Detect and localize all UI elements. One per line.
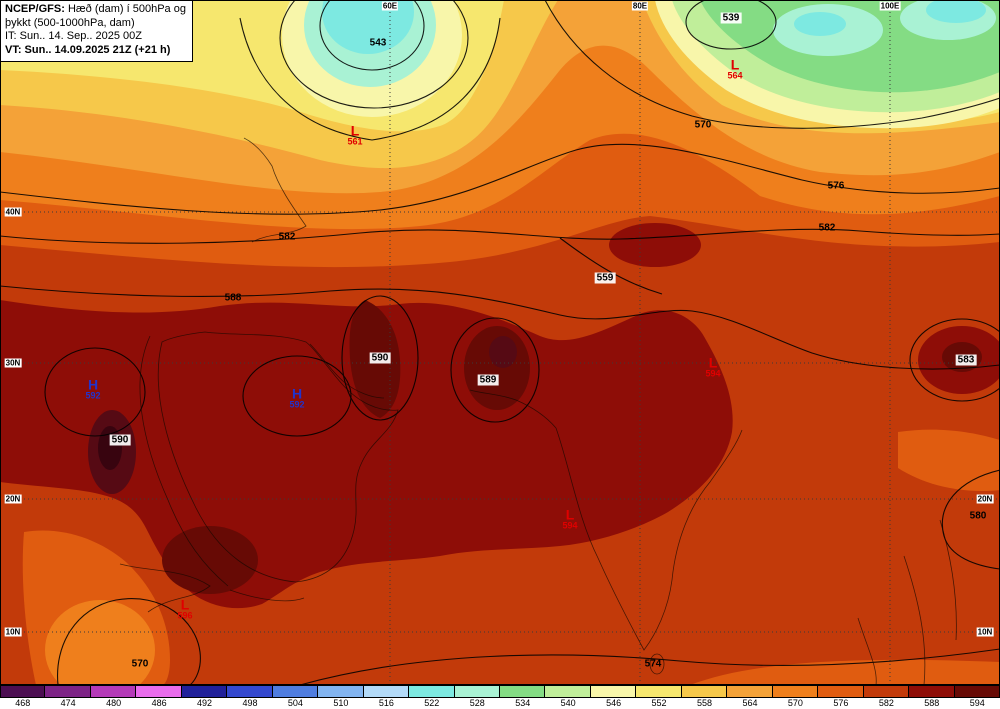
colorbar-value: 516 [378,698,394,708]
colorbar-value: 546 [606,698,622,708]
colorbar-cell: 564 [726,685,773,708]
colorbar-value: 480 [106,698,122,708]
colorbar-cell: 546 [589,685,637,708]
colorbar-value: 564 [742,698,758,708]
init-time: IT: Sun.. 14. Sep.. 2025 00Z [5,30,142,43]
colorbar-value: 498 [242,698,258,708]
colorbar-value: 558 [697,698,713,708]
thickness-fill-layers [0,0,1000,685]
colorbar-swatch [908,685,955,698]
colorbar-cell: 582 [862,685,910,708]
colorbar-cell: 558 [680,685,728,708]
colorbar-swatch [271,685,319,698]
colorbar-cell: 480 [89,685,137,708]
colorbar-cell: 504 [271,685,319,708]
colorbar-cell: 510 [317,685,364,708]
colorbar-swatch [362,685,410,698]
colorbar-value: 486 [151,698,167,708]
model-name: NCEP/GFS: [5,3,65,15]
colorbar-cell: 486 [135,685,182,708]
colorbar-swatch [544,685,591,698]
colorbar-value: 528 [469,698,485,708]
graticule [0,0,1000,685]
colorbar-value: 576 [833,698,849,708]
colorbar-cell: 552 [635,685,682,708]
colorbar-swatch [726,685,773,698]
colorbar-cell: 594 [953,685,1000,708]
colorbar-cell: 498 [226,685,273,708]
colorbar-swatch [498,685,546,698]
colorbar-value: 474 [60,698,76,708]
colorbar-value: 510 [333,698,349,708]
title-line-2: þykkt (500-1000hPa, dam) [5,16,135,29]
coastlines [119,137,957,685]
valid-time: VT: Sun.. 14.09.2025 21Z (+21 h) [5,43,171,56]
colorbar-swatch [771,685,819,698]
colorbar-swatch [862,685,910,698]
colorbar-swatch [135,685,182,698]
colorbar-swatch [953,685,1000,698]
colorbar-swatch [453,685,500,698]
colorbar-swatch [680,685,728,698]
colorbar-swatch [635,685,682,698]
colorbar-cell: 570 [771,685,819,708]
colorbar-value: 492 [197,698,213,708]
colorbar-value: 594 [969,698,985,708]
colorbar-cell: 588 [908,685,955,708]
colorbar-value: 588 [924,698,940,708]
colorbar-swatch [180,685,228,698]
colorbar-value: 522 [424,698,440,708]
title-line-1: NCEP/GFS: Hæð (dam) í 500hPa og [5,3,186,15]
colorbar-swatch [226,685,273,698]
colorbar-swatch [317,685,364,698]
colorbar-cell: 516 [362,685,410,708]
weather-map [0,0,1000,685]
colorbar-swatch [0,685,46,698]
height-contours [0,0,1000,685]
colorbar-cell: 540 [544,685,591,708]
colorbar-cell: 522 [408,685,455,708]
colorbar-value: 468 [15,698,31,708]
colorbar-swatch [817,685,864,698]
colorbar-value: 540 [560,698,576,708]
colorbar-value: 582 [878,698,894,708]
colorbar-swatch [89,685,137,698]
colorbar-cell: 528 [453,685,500,708]
colorbar-cell: 468 [0,685,46,708]
colorbar-cell: 576 [817,685,864,708]
colorbar-cell: 474 [44,685,91,708]
colorbar-value: 570 [787,698,803,708]
thickness-colorbar: 468 474 480 486 492 498 504 510 516 522 528 534 540 5… [0,685,1000,708]
colorbar-swatch [589,685,637,698]
colorbar-swatch [44,685,91,698]
colorbar-value: 552 [651,698,667,708]
colorbar-cell: 534 [498,685,546,708]
title-box: NCEP/GFS: Hæð (dam) í 500hPa og þykkt (5… [0,0,193,62]
colorbar-value: 534 [515,698,531,708]
colorbar-value: 504 [287,698,303,708]
colorbar-swatch [408,685,455,698]
colorbar-cell: 492 [180,685,228,708]
